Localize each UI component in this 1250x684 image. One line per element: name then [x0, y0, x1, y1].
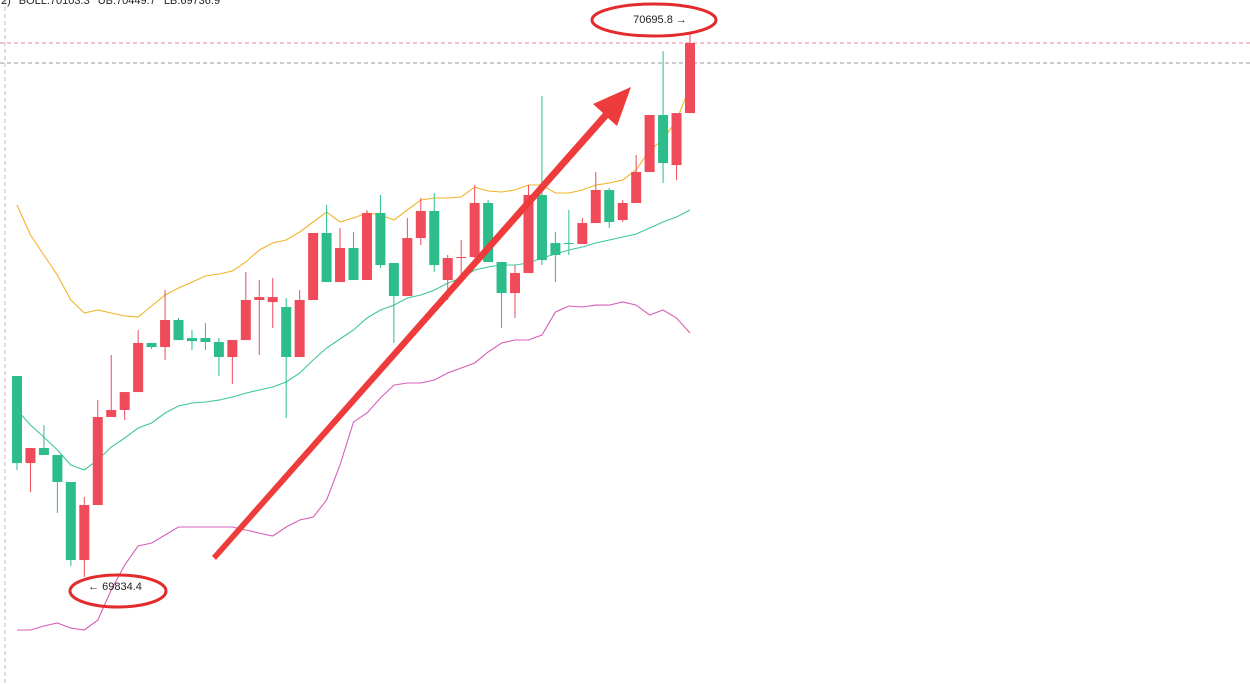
- candle-body: [133, 343, 144, 393]
- candle-body: [496, 262, 507, 294]
- candle-body: [12, 376, 22, 464]
- candle-body: [550, 243, 561, 256]
- candle-body: [38, 448, 49, 456]
- indicator-header: (20,2) BOLL:70103.3 UB:70449.7 LB:69736.9: [0, 0, 220, 7]
- candle-body: [92, 417, 103, 506]
- candle-body: [671, 113, 682, 166]
- band-line: [17, 301, 691, 631]
- candle-body: [200, 338, 211, 342]
- candle-body: [106, 410, 117, 418]
- header-item: (20,2): [0, 0, 11, 7]
- high-highlight: [590, 2, 718, 38]
- candle-body: [483, 203, 494, 263]
- candle-body: [402, 238, 413, 297]
- candle-body: [429, 211, 440, 266]
- candle-body: [294, 300, 305, 358]
- low-highlight: [68, 573, 168, 609]
- candle-body: [146, 343, 157, 348]
- low-label: ← 69834.4: [88, 581, 142, 593]
- bollinger-lines: [16, 86, 691, 631]
- candle-body: [644, 115, 655, 173]
- candle-body: [388, 263, 399, 297]
- candle-body: [79, 505, 90, 561]
- candle-body: [335, 248, 346, 283]
- candle-body: [254, 297, 265, 301]
- candle-body: [577, 223, 588, 245]
- header-item: LB:69736.9: [164, 0, 220, 7]
- candle-body: [685, 43, 695, 114]
- candle-body: [469, 203, 480, 258]
- candle-body: [604, 190, 615, 223]
- candle-body: [308, 233, 319, 301]
- high-label: 70695.8 →: [633, 14, 687, 26]
- candle-body: [361, 213, 372, 281]
- candle-body: [267, 297, 278, 303]
- candle-body: [536, 194, 547, 261]
- candle-body: [617, 203, 628, 221]
- candle-body: [65, 482, 76, 561]
- candle-body: [415, 211, 426, 239]
- candle-body: [510, 273, 521, 294]
- candle-body: [348, 248, 359, 281]
- candle-body: [25, 448, 36, 464]
- candle-body: [563, 243, 574, 245]
- header-item: UB:70449.7: [98, 0, 156, 7]
- candle-body: [173, 319, 184, 341]
- candle-body: [658, 115, 669, 164]
- band-line: [16, 209, 691, 471]
- candle-body: [631, 172, 642, 204]
- candles: [12, 34, 695, 577]
- header-item: BOLL:70103.3: [19, 0, 90, 7]
- candle-body: [213, 341, 224, 358]
- candle-body: [240, 300, 251, 341]
- band-line: [16, 86, 691, 318]
- candle-body: [442, 258, 453, 281]
- candle-body: [186, 338, 197, 342]
- candle-body: [160, 319, 171, 348]
- candle-body: [375, 213, 386, 266]
- candle-body: [52, 455, 63, 483]
- candle-body: [119, 392, 130, 411]
- candle-body: [590, 190, 601, 224]
- candle-body: [227, 340, 238, 358]
- candle-body: [456, 257, 467, 259]
- trend-arrow: [212, 87, 631, 560]
- candle-body: [523, 194, 534, 274]
- candle-body: [281, 307, 292, 358]
- candle-body: [321, 233, 332, 283]
